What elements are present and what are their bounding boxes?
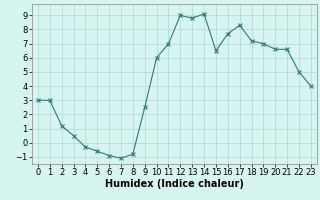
X-axis label: Humidex (Indice chaleur): Humidex (Indice chaleur) bbox=[105, 179, 244, 189]
